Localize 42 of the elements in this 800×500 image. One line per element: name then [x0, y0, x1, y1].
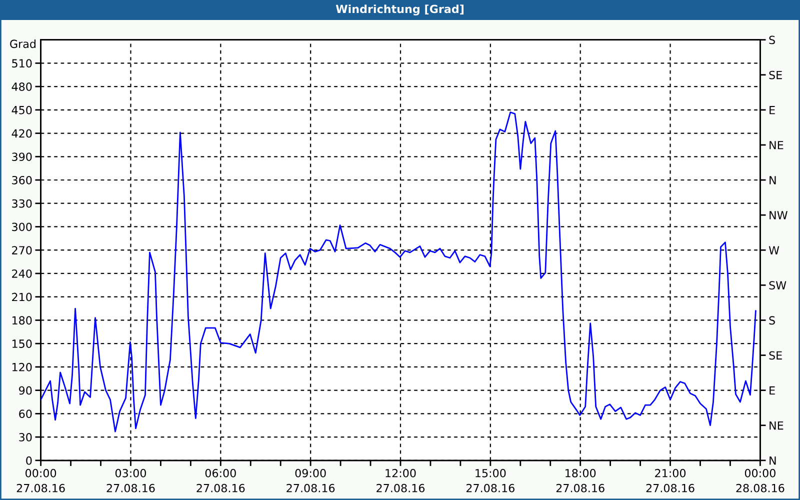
- y-tick-label: 120: [12, 362, 32, 372]
- y-tick-label: 360: [12, 176, 32, 184]
- category-label: NE: [770, 421, 784, 430]
- category-label: NW: [770, 211, 788, 220]
- x-tick-label: 18:00 27.08.16: [556, 468, 604, 492]
- y-tick-label: 450: [12, 106, 32, 114]
- y-tick-label: 390: [12, 152, 32, 162]
- category-label: SE: [769, 70, 782, 80]
- chart-title: Windrichtung [Grad]: [336, 4, 464, 16]
- category-label: SE: [769, 351, 782, 360]
- y-tick-label: 150: [12, 340, 32, 348]
- x-tick-label: 00:00 27.08.16: [16, 468, 65, 492]
- category-label: W: [768, 246, 780, 254]
- y-tick-label: 420: [12, 129, 32, 138]
- category-label: N: [770, 176, 776, 184]
- category-label: E: [770, 106, 775, 114]
- y-tick-label: 180: [12, 316, 32, 325]
- y-tick-label: 0: [26, 456, 32, 465]
- x-tick-label: 21:00 27.08.16: [646, 468, 694, 492]
- y-tick-label: 210: [12, 292, 32, 302]
- category-label: S: [769, 36, 775, 44]
- y-tick-label: 480: [12, 82, 32, 91]
- x-tick-label: 06:00 27.08.16: [196, 468, 245, 492]
- y-tick-label: 30: [19, 433, 32, 442]
- y-tick-label: 240: [12, 269, 32, 278]
- x-tick-label: 03:00 27.08.16: [106, 468, 155, 492]
- y-tick-label: 510: [12, 59, 32, 68]
- x-tick-label: 15:00 27.08.16: [466, 468, 514, 492]
- category-label: NE: [770, 141, 784, 150]
- y-axis-title: Grad: [10, 39, 36, 48]
- y-tick-label: 300: [12, 222, 32, 232]
- x-tick-label: 12:00 27.08.16: [376, 468, 425, 492]
- category-label: N: [770, 456, 776, 465]
- x-tick-label: 00:00 28.08.16: [736, 468, 784, 492]
- y-tick-label: 90: [19, 386, 32, 395]
- y-tick-label: 270: [12, 246, 32, 254]
- category-label: SW: [769, 281, 786, 290]
- category-label: S: [769, 316, 775, 325]
- y-tick-label: 330: [12, 199, 32, 208]
- category-label: E: [770, 386, 775, 395]
- y-tick-label: 60: [19, 410, 32, 418]
- x-tick-label: 09:00 27.08.16: [286, 468, 335, 492]
